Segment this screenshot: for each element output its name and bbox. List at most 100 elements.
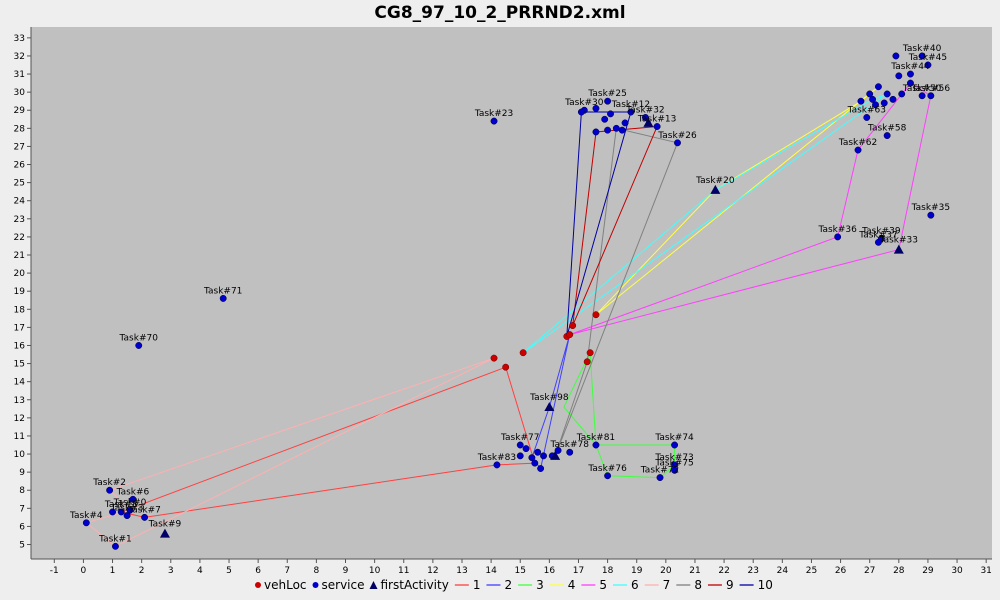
service-point (857, 97, 865, 105)
y-tick-label: 7 (19, 504, 25, 514)
x-tick-label: 1 (110, 566, 116, 576)
first-activity-marker (159, 528, 170, 538)
service-point (540, 452, 547, 460)
y-tick-label: 29 (14, 106, 26, 116)
service-point-label: Task#40 (902, 44, 942, 54)
x-tick-label: 9 (343, 566, 349, 576)
service-point (604, 97, 612, 105)
service-point (883, 132, 891, 140)
service-point (106, 486, 114, 494)
y-tick-label: 33 (14, 34, 25, 44)
service-point-label: Task#12 (611, 100, 650, 110)
x-tick-label: -1 (50, 566, 59, 576)
service-point (863, 114, 871, 121)
x-tick-label: 15 (515, 566, 526, 576)
legend-service-label: service (322, 578, 365, 592)
service-point (592, 441, 600, 449)
service-point-label: Task#25 (587, 89, 626, 99)
first-activity-label: Task#20 (695, 176, 735, 186)
service-point-label: Task#77 (500, 433, 539, 443)
legend-6-label: 6 (631, 578, 639, 592)
legend-2-label: 2 (504, 578, 512, 592)
x-tick-label: 10 (369, 566, 381, 576)
y-tick-label: 6 (19, 522, 25, 532)
veh-loc-point (569, 322, 577, 330)
service-point (604, 126, 612, 134)
service-point (82, 519, 90, 527)
x-tick-label: 19 (631, 566, 643, 576)
service-point-label: Task#81 (576, 433, 615, 443)
service-point (927, 211, 935, 219)
y-tick-label: 27 (14, 142, 25, 152)
service-point (117, 508, 125, 516)
route-1-line (119, 366, 536, 518)
service-point (872, 101, 879, 109)
y-tick-label: 25 (14, 179, 25, 189)
first-activity-marker (893, 244, 904, 254)
x-tick-label: 12 (427, 566, 438, 576)
service-point (522, 445, 530, 453)
y-tick-label: 17 (14, 323, 25, 333)
veh-loc-point (490, 354, 498, 362)
service-point-label: Task#45 (908, 53, 947, 63)
legend-vehLoc-label: vehLoc (264, 578, 307, 592)
service-point (612, 124, 620, 132)
service-point-label: Task#72 (640, 466, 679, 476)
y-tick-label: 15 (14, 360, 25, 370)
legend-service-symbol (312, 582, 319, 588)
service-point-label: Task#13 (637, 115, 676, 125)
service-point-label: Task#56 (911, 84, 951, 94)
service-point (874, 83, 882, 91)
service-point-label: Task#50 (902, 84, 942, 94)
route-4-line (595, 86, 879, 316)
service-point (493, 461, 501, 469)
x-tick-label: 7 (284, 566, 290, 576)
y-tick-label: 13 (14, 396, 25, 406)
service-point-label: Task#62 (838, 138, 877, 148)
first-activity-label: Task#33 (879, 236, 918, 246)
service-point-label: Task#76 (587, 464, 627, 474)
service-point (607, 110, 614, 118)
y-tick-label: 28 (14, 124, 26, 134)
veh-loc-point (586, 349, 594, 357)
legend-8-label: 8 (694, 578, 702, 592)
x-tick-label: 30 (951, 566, 963, 576)
service-point (924, 61, 932, 69)
service-point (627, 108, 635, 116)
service-point (516, 452, 524, 460)
service-point (653, 123, 661, 130)
x-tick-label: 21 (689, 566, 700, 576)
x-tick-label: 24 (777, 566, 789, 576)
legend-firstActivity-symbol (369, 581, 378, 589)
service-point (604, 472, 612, 480)
service-point (219, 294, 227, 302)
chart-title: CG8_97_10_2_PRRND2.xml (374, 3, 626, 23)
service-point-label: Task#70 (119, 333, 159, 343)
points-layer (82, 52, 935, 550)
service-point-label: Task#6 (116, 487, 150, 497)
route-10-line (566, 111, 632, 337)
service-point (528, 454, 536, 462)
service-point-label: Task#74 (654, 433, 694, 443)
service-point (135, 342, 143, 349)
service-point-label: Task#44 (890, 62, 930, 72)
y-tick-label: 23 (14, 215, 25, 225)
service-point (892, 52, 900, 60)
x-tick-label: 3 (168, 566, 174, 576)
legend-5-label: 5 (599, 578, 607, 592)
y-tick-label: 20 (14, 269, 26, 279)
service-point-label: Task#75 (654, 458, 693, 468)
y-tick-label: 11 (14, 432, 25, 442)
y-tick-label: 30 (14, 88, 26, 98)
first-activity-marker (550, 450, 561, 460)
service-point-label: Task#71 (203, 286, 242, 296)
service-point (907, 79, 914, 87)
legend-firstActivity-label: firstActivity (381, 578, 449, 592)
service-point-label: Task#83 (477, 453, 516, 463)
x-tick-label: 16 (544, 566, 556, 576)
service-point (883, 90, 891, 98)
service-point (918, 92, 926, 100)
x-tick-label: 2 (139, 566, 145, 576)
veh-loc-point (519, 349, 527, 357)
service-point-label: Task#36 (817, 225, 857, 235)
